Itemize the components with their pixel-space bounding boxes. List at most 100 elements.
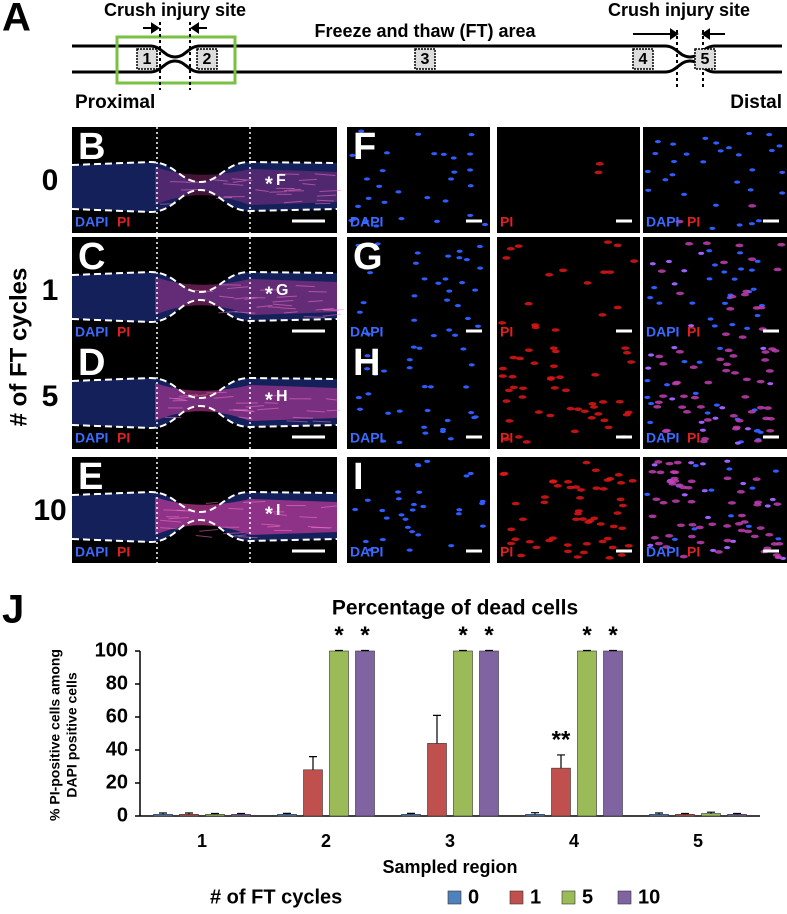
nucleus xyxy=(372,372,379,376)
stain-label: DAPI xyxy=(75,544,108,560)
y-axis-title: % PI-positive cells among xyxy=(47,649,63,821)
pi-cell xyxy=(684,485,693,490)
fiber xyxy=(273,393,288,397)
nucleus xyxy=(424,408,431,413)
pi-cell xyxy=(742,289,751,294)
bar xyxy=(401,814,421,817)
bar xyxy=(551,767,571,817)
nucleus xyxy=(644,169,651,174)
pi-cell xyxy=(738,335,747,339)
nucleus xyxy=(412,261,419,265)
pi-cell xyxy=(580,409,589,414)
pi-cell xyxy=(657,269,666,273)
nucleus xyxy=(647,420,654,425)
nucleus xyxy=(746,131,753,136)
micrograph xyxy=(497,457,640,563)
stain-label: DAPI xyxy=(646,214,679,230)
pi-cell xyxy=(741,395,750,399)
panel-label: E xyxy=(78,456,103,498)
panel-label: I xyxy=(353,456,364,498)
fiber xyxy=(295,285,315,288)
pi-cell xyxy=(618,526,627,531)
pi-signal xyxy=(155,167,337,205)
nucleus xyxy=(355,243,362,247)
pi-cell xyxy=(606,270,615,274)
pi-cell xyxy=(559,268,568,273)
nucleus xyxy=(713,141,720,145)
bar xyxy=(727,814,747,817)
error-bar xyxy=(283,812,291,815)
micrograph xyxy=(347,343,490,449)
pi-cell xyxy=(592,486,601,490)
nucleus xyxy=(698,420,705,424)
bar xyxy=(205,814,225,817)
pi-cell xyxy=(594,170,603,175)
region-box xyxy=(414,48,436,70)
pi-cell xyxy=(573,511,582,516)
pi-cell xyxy=(673,460,682,465)
pi-cell xyxy=(524,348,533,352)
pi-cell xyxy=(669,470,678,474)
nucleus xyxy=(364,367,371,371)
legend-label: 5 xyxy=(582,886,593,908)
nucleus xyxy=(364,332,371,336)
nucleus xyxy=(364,354,371,358)
significance: * xyxy=(360,622,370,649)
pi-cell xyxy=(511,501,520,506)
row-cycles: 1 xyxy=(42,274,59,307)
nucleus xyxy=(467,213,474,218)
nucleus xyxy=(395,497,402,501)
pi-cell xyxy=(763,406,772,410)
nucleus xyxy=(728,514,735,518)
bar xyxy=(603,650,623,817)
error-bar xyxy=(185,812,193,815)
pi-cell xyxy=(714,550,723,554)
pi-cell xyxy=(531,325,540,330)
nucleus xyxy=(415,132,422,136)
bar xyxy=(453,650,473,817)
pi-cell xyxy=(574,509,583,513)
pi-cell xyxy=(652,497,661,502)
pi-cell xyxy=(729,354,738,358)
pi-cell xyxy=(516,356,525,361)
nucleus xyxy=(362,219,369,223)
pi-cell xyxy=(502,437,511,441)
nucleus xyxy=(398,217,405,221)
nucleus xyxy=(760,346,767,350)
nucleus xyxy=(711,263,718,267)
nucleus xyxy=(474,324,481,328)
pi-cell xyxy=(566,485,575,490)
fiber xyxy=(274,513,288,516)
pi-cell xyxy=(708,522,717,527)
pi-cell xyxy=(546,413,555,418)
fiber xyxy=(160,527,179,530)
pi-cell xyxy=(603,240,612,244)
pi-cell xyxy=(756,526,765,530)
nucleus xyxy=(411,318,418,322)
nucleus xyxy=(367,548,374,552)
significance: * xyxy=(484,622,494,649)
legend-label: 10 xyxy=(638,886,660,908)
pi-cell xyxy=(690,395,699,400)
bar xyxy=(525,814,545,817)
pi-cell xyxy=(737,513,746,518)
nucleus xyxy=(704,411,711,415)
fiber xyxy=(299,516,318,519)
nucleus xyxy=(421,425,428,429)
nerve-border xyxy=(71,490,338,514)
nucleus xyxy=(664,383,671,387)
nucleus xyxy=(704,515,711,520)
pi-cell xyxy=(752,477,761,481)
pi-cell xyxy=(716,357,725,362)
nucleus xyxy=(379,537,386,542)
nucleus xyxy=(450,156,457,160)
pi-cell xyxy=(654,460,663,464)
nucleus xyxy=(456,256,463,260)
nucleus xyxy=(357,407,364,411)
pi-cell xyxy=(549,479,558,484)
pi-cell xyxy=(519,386,528,391)
nerve-tissue xyxy=(72,162,337,212)
stain-label: PI xyxy=(500,544,513,560)
fiber xyxy=(272,299,294,303)
pi-cell xyxy=(540,500,549,505)
